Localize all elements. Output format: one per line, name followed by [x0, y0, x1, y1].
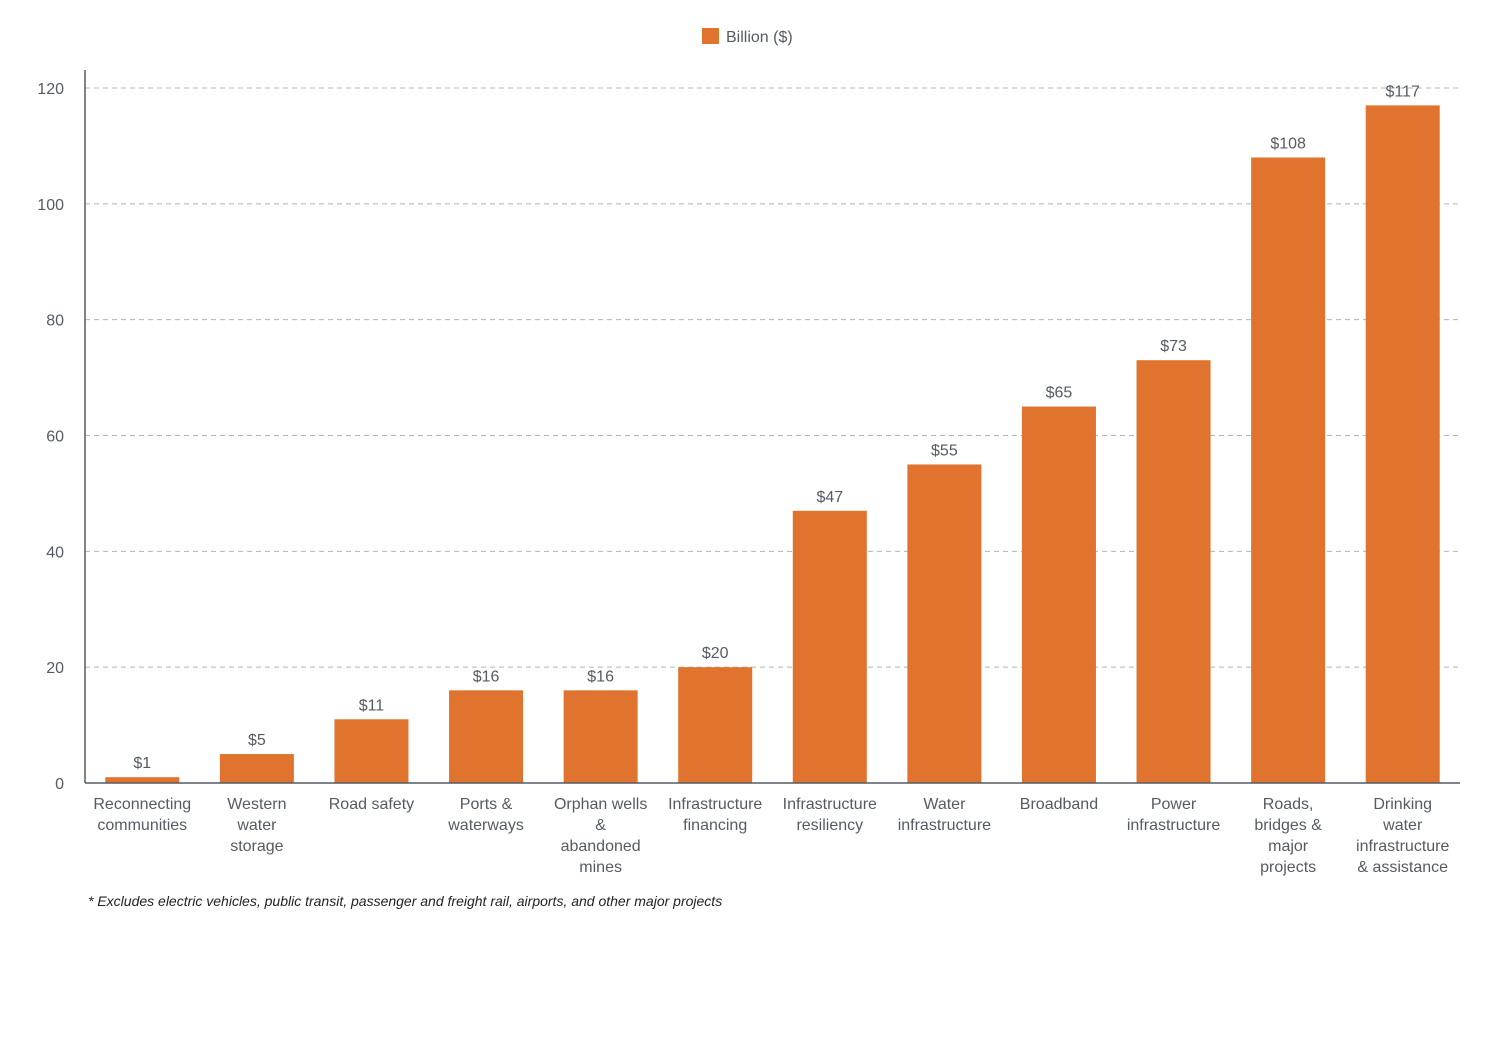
data-label: $16: [473, 668, 500, 685]
x-tick-label: Power infrastructure: [1127, 796, 1220, 834]
data-label: $55: [931, 442, 958, 459]
bar: [1136, 360, 1211, 783]
y-tick-label: 20: [46, 660, 64, 677]
data-label: $117: [1386, 83, 1421, 100]
x-tick-label: Orphan wells & abandoned mines: [554, 796, 647, 876]
x-tick-label: Ports & waterways: [447, 796, 524, 834]
bar: [1021, 406, 1096, 783]
bar: [678, 667, 753, 783]
x-tick-label: Infrastructure financing: [668, 796, 762, 834]
bar: [792, 510, 867, 783]
y-tick-label: 80: [46, 313, 64, 330]
footnote: * Excludes electric vehicles, public tra…: [88, 893, 723, 909]
bar: [563, 690, 638, 783]
data-label: $47: [816, 489, 843, 506]
y-tick-label: 120: [37, 81, 64, 98]
y-tick-label: 100: [37, 197, 64, 214]
x-tick-label: Broadband: [1020, 796, 1098, 813]
x-tick-label: Infrastructure resiliency: [783, 796, 877, 834]
bar: [449, 690, 524, 783]
bar: [1251, 157, 1326, 783]
y-tick-label: 60: [46, 429, 64, 446]
data-label: $20: [702, 645, 729, 662]
x-tick-label: Road safety: [329, 796, 414, 813]
data-label: $65: [1046, 385, 1073, 402]
legend-label: Billion ($): [726, 29, 793, 46]
data-label: $108: [1270, 136, 1306, 153]
x-tick-label: Roads, bridges & major projects: [1254, 796, 1322, 876]
bar: [1365, 105, 1440, 783]
x-tick-label: Reconnecting communities: [93, 796, 191, 834]
data-label: $11: [359, 697, 385, 714]
data-label: $73: [1160, 338, 1187, 355]
bar: [334, 719, 409, 783]
x-tick-label: Western water storage: [227, 796, 286, 855]
x-tick-label: Drinking water infrastructure & assistance: [1356, 796, 1449, 876]
bar: [219, 754, 294, 783]
legend-swatch: [702, 28, 719, 44]
bar: [907, 464, 982, 783]
bar: [105, 777, 180, 783]
y-tick-label: 40: [46, 544, 64, 561]
data-label: $16: [587, 668, 614, 685]
y-tick-label: 0: [55, 776, 64, 793]
data-label: $1: [133, 755, 151, 772]
data-label: $5: [248, 732, 266, 749]
x-tick-label: Water infrastructure: [898, 796, 991, 834]
